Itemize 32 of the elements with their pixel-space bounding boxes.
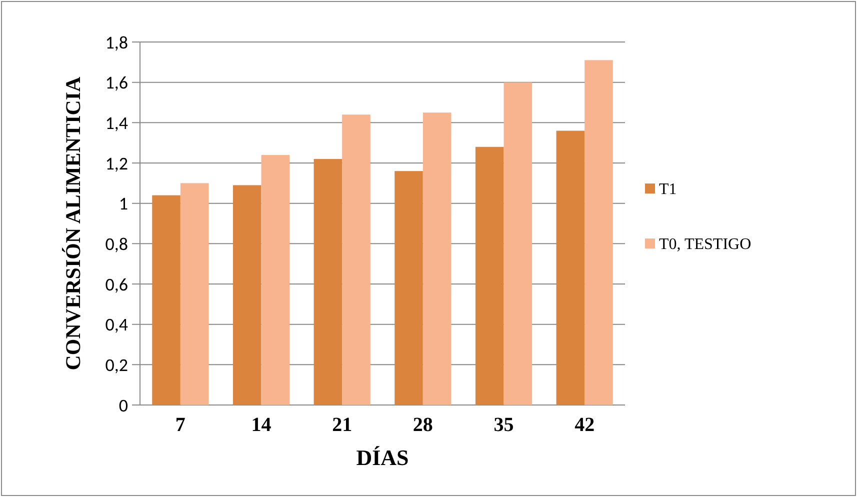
bar <box>314 158 342 405</box>
bar <box>261 154 290 405</box>
bar <box>394 171 423 405</box>
bar <box>584 60 613 405</box>
bar <box>422 112 452 405</box>
y-axis-title: CONVERSIÓN ALIMENTICIA <box>61 76 85 370</box>
y-tick-label: 1,4 <box>105 112 128 134</box>
x-axis-title: DÍAS <box>356 445 409 470</box>
x-tick-label: 21 <box>332 414 352 436</box>
legend-label: T0, TESTIGO <box>659 236 752 254</box>
y-tick-label: 1 <box>118 192 128 215</box>
bar <box>232 185 262 405</box>
x-tick-label: 7 <box>175 414 186 436</box>
bar <box>152 195 180 405</box>
y-tick-label: 0,6 <box>105 273 128 296</box>
y-tick-label: 1,8 <box>105 31 128 54</box>
y-tick-label: 1,6 <box>105 72 128 94</box>
y-tick-label: 1,2 <box>105 152 128 174</box>
x-tick-label: 35 <box>494 414 514 436</box>
legend-label: T1 <box>659 181 677 198</box>
bar <box>475 146 504 405</box>
x-tick-label: 42 <box>574 414 595 436</box>
x-tick-label: 14 <box>251 414 272 436</box>
bar <box>342 114 370 405</box>
x-tick-label: 28 <box>412 414 433 436</box>
bar <box>556 130 585 405</box>
y-tick-label: 0 <box>118 394 128 416</box>
bar <box>180 183 209 405</box>
y-tick-label: 0,4 <box>105 314 128 336</box>
bar <box>504 82 532 405</box>
y-tick-label: 0,8 <box>105 232 128 255</box>
y-tick-label: 0,2 <box>105 354 128 376</box>
